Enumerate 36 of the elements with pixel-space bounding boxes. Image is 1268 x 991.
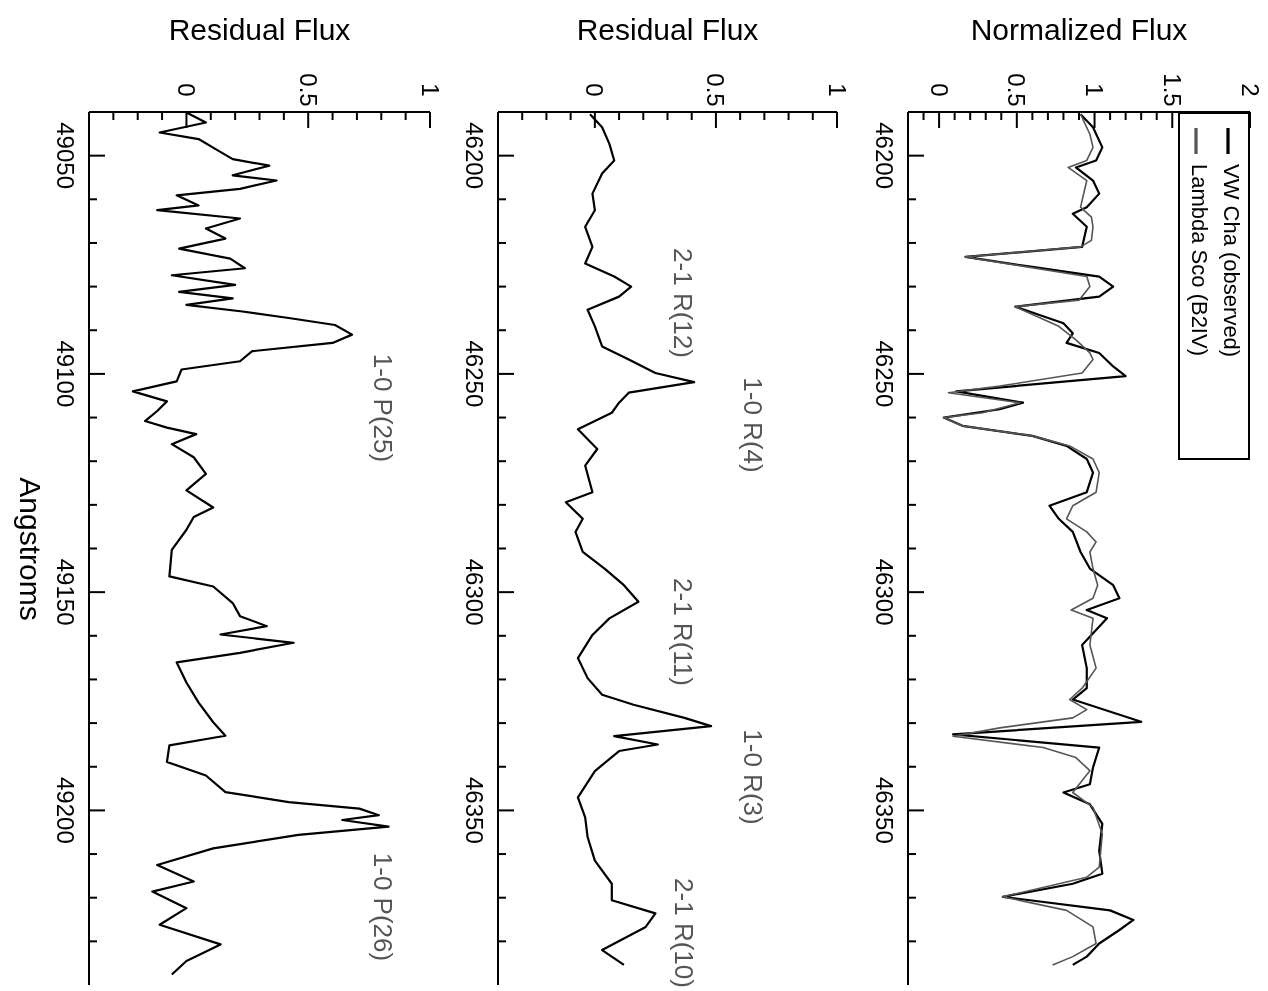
y-tick-label: 46200	[460, 122, 488, 190]
annotation: 1-0 P(26)	[366, 852, 398, 962]
y-tick-label: 49150	[51, 558, 79, 626]
x-tick-label: 0	[581, 83, 609, 97]
y-tick-label: 49050	[51, 122, 79, 190]
x-tick-label: 0.5	[294, 73, 322, 107]
annotation: 1-0 R(3)	[736, 729, 768, 825]
x-tick-label: 2	[1236, 83, 1264, 97]
legend-label: VW Cha (observed)	[1219, 164, 1244, 358]
y-tick-label: 49200	[51, 777, 79, 844]
x-tick-label: 0.5	[1003, 73, 1031, 107]
x-tick-label: 0.5	[702, 73, 730, 107]
y-tick-label: 46200	[870, 122, 898, 190]
annotation: 1-0 R(4)	[736, 377, 768, 473]
x-tick-label: 1	[416, 83, 444, 97]
y-tick-label: 46250	[460, 340, 488, 408]
y-tick-label: 46350	[460, 777, 488, 844]
x-axis-title: Normalized Flux	[970, 13, 1188, 47]
annotation: 2-1 R(10)	[667, 878, 699, 988]
legend-label: Lambda Sco (B2IV)	[1187, 164, 1212, 356]
y-tick-label: 46350	[870, 777, 898, 844]
y-axis-title: Angstroms	[13, 476, 47, 621]
x-tick-label: 0	[172, 83, 200, 97]
annotation: 2-1 R(12)	[666, 248, 698, 358]
x-axis-title: Residual Flux	[168, 13, 351, 47]
y-tick-label: 46250	[870, 340, 898, 408]
x-axis-title: Residual Flux	[576, 13, 759, 47]
x-tick-label: 1.5	[1158, 73, 1186, 107]
x-tick-label: 1	[823, 83, 851, 97]
x-tick-label: 1	[1081, 83, 1109, 97]
y-tick-label: 46300	[460, 558, 488, 626]
x-tick-label: 0	[925, 83, 953, 97]
y-tick-label: 49100	[51, 340, 79, 408]
y-tick-label: 46300	[870, 558, 898, 626]
annotation: 2-1 R(11)	[666, 578, 698, 686]
annotation: 1-0 P(25)	[366, 353, 398, 463]
